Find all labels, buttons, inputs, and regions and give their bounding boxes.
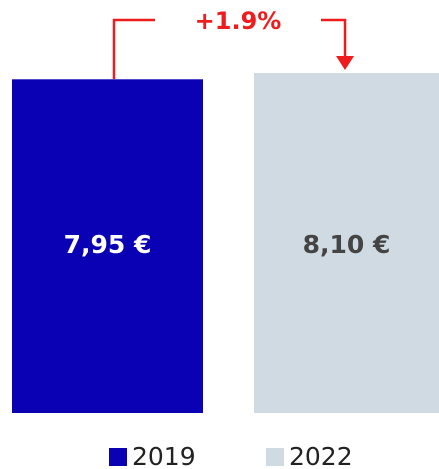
legend-swatch <box>109 448 127 466</box>
bar <box>12 79 203 413</box>
arrow-head <box>336 56 354 70</box>
value-label: 8,10 € <box>303 230 391 259</box>
change-annotation: +1.9% <box>195 7 282 35</box>
bar <box>254 73 439 413</box>
bracket-right <box>321 18 347 58</box>
value-label: 7,95 € <box>64 230 152 259</box>
legend-swatch <box>266 448 284 466</box>
bracket-left <box>112 18 155 79</box>
legend-label: 2019 <box>132 442 196 469</box>
legend-label: 2022 <box>289 442 353 469</box>
